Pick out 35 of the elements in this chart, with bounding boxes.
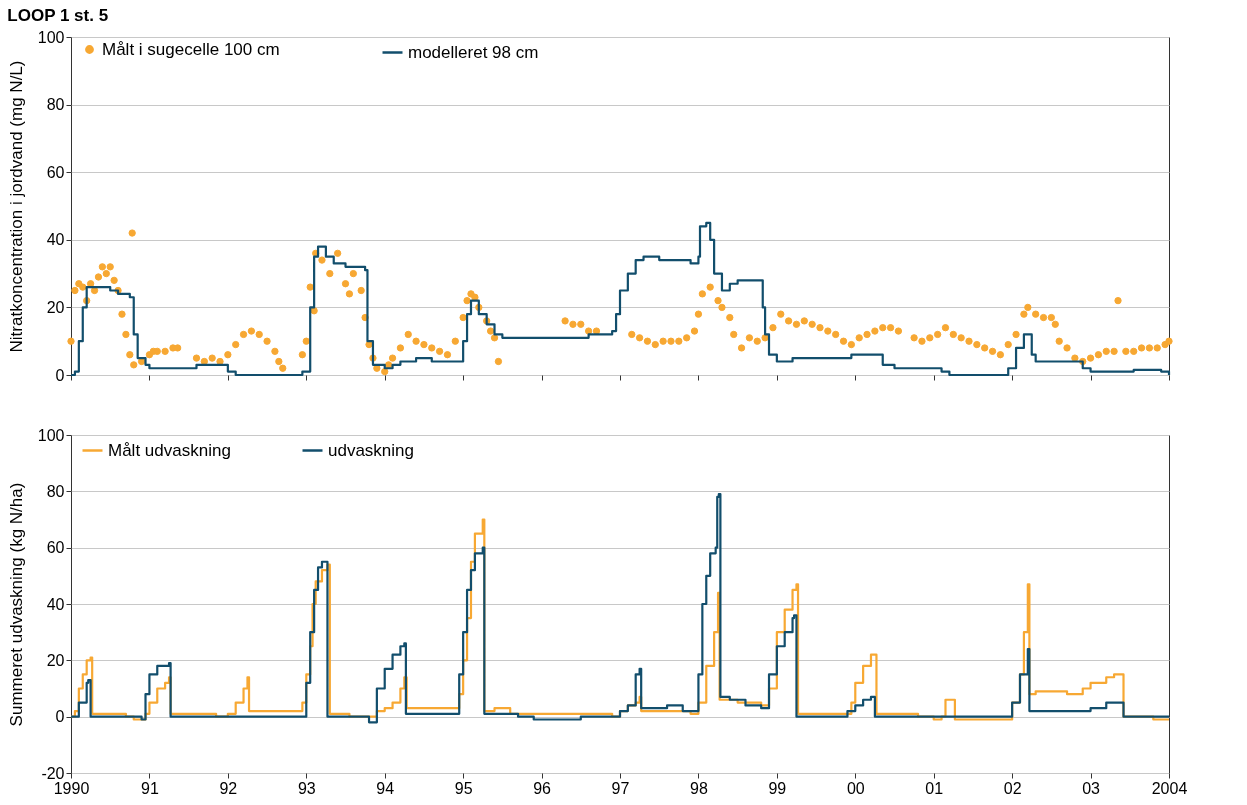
legend-label: modelleret 98 cm xyxy=(408,42,539,62)
x-tick-label: 97 xyxy=(611,779,630,797)
x-tick-label: 95 xyxy=(454,779,473,797)
x-tick-label: 96 xyxy=(533,779,552,797)
legend-label: udvaskning xyxy=(328,440,415,460)
y-tick-label: 60 xyxy=(46,539,65,557)
y-tick-label: 40 xyxy=(46,231,65,249)
y-tick-label: 100 xyxy=(37,426,65,444)
x-tick-label: 1990 xyxy=(53,779,90,797)
y-tick-label: 40 xyxy=(46,595,65,613)
legend-label: Målt i sugecelle 100 cm xyxy=(102,39,280,59)
x-tick-label: 93 xyxy=(297,779,316,797)
x-tick-label: 91 xyxy=(141,779,159,797)
x-tick-label: 99 xyxy=(768,779,787,797)
x-tick-label: 03 xyxy=(1082,779,1101,797)
y-tick-label: 0 xyxy=(55,708,65,726)
x-tick-label: 2004 xyxy=(1151,779,1188,797)
x-tick-label: 01 xyxy=(925,779,944,797)
legend-label: Målt udvaskning xyxy=(108,440,231,460)
x-tick-label: 94 xyxy=(376,779,395,797)
y-tick-label: 100 xyxy=(37,28,65,46)
y-axis-title: Nitratkoncentration i jordvand (mg N/L) xyxy=(6,60,26,353)
y-tick-label: 0 xyxy=(55,366,65,384)
x-tick-label: 00 xyxy=(846,779,865,797)
y-axis-title: Summeret udvaskning (kg N/ha) xyxy=(6,482,26,727)
y-tick-label: 80 xyxy=(46,96,65,114)
x-tick-label: 98 xyxy=(690,779,708,797)
y-tick-label: 80 xyxy=(46,482,65,500)
y-tick-label: 20 xyxy=(46,298,65,316)
x-tick-label: 92 xyxy=(219,779,238,797)
y-tick-label: -20 xyxy=(41,764,65,782)
y-tick-label: 20 xyxy=(46,651,65,669)
y-tick-label: 60 xyxy=(46,163,65,181)
chart-title: LOOP 1 st. 5 xyxy=(7,6,109,25)
x-tick-label: 02 xyxy=(1003,779,1022,797)
